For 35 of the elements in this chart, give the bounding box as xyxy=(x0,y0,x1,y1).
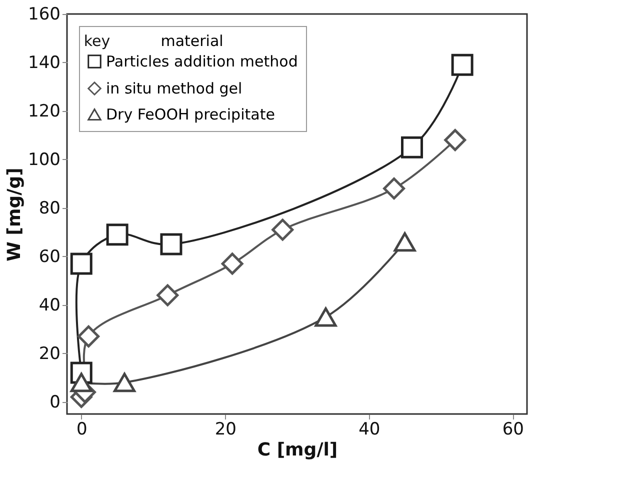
y-axis-title: W [mg/g] xyxy=(4,168,26,262)
point xyxy=(451,54,474,76)
x-tick-label: 20 xyxy=(214,420,236,440)
legend-label: in situ method gel xyxy=(106,80,242,98)
y-tick-label: 40 xyxy=(38,295,60,316)
legend-label: Dry FeOOH precipitate xyxy=(106,106,275,124)
y-tick-label: 60 xyxy=(38,246,60,267)
y-tick-label: 100 xyxy=(28,150,60,170)
legend-title: material xyxy=(160,32,224,50)
point xyxy=(70,252,92,275)
point xyxy=(394,232,416,252)
point xyxy=(160,233,182,256)
x-tick-label: 40 xyxy=(358,420,380,440)
y-tick-label: 140 xyxy=(28,52,60,73)
point xyxy=(70,372,92,392)
point xyxy=(272,218,294,241)
y-tick-label: 160 xyxy=(28,4,60,24)
point xyxy=(106,224,128,246)
point xyxy=(401,136,423,158)
point xyxy=(383,178,406,200)
y-tick-label: 0 xyxy=(50,392,60,412)
y-tick-label: 80 xyxy=(38,198,60,218)
point xyxy=(314,307,337,327)
annotation: key xyxy=(84,32,110,50)
x-tick-label: 60 xyxy=(502,420,524,440)
y-tick-label: 120 xyxy=(28,101,60,122)
x-axis-title: C [mg/l] xyxy=(257,440,338,460)
point xyxy=(444,129,466,152)
point xyxy=(156,284,179,306)
point xyxy=(221,252,244,275)
y-tick-label: 20 xyxy=(38,344,60,364)
x-tick-label: 0 xyxy=(76,420,88,440)
legend-label: Particles addition method xyxy=(106,52,298,70)
point xyxy=(114,372,136,392)
point xyxy=(78,325,100,348)
